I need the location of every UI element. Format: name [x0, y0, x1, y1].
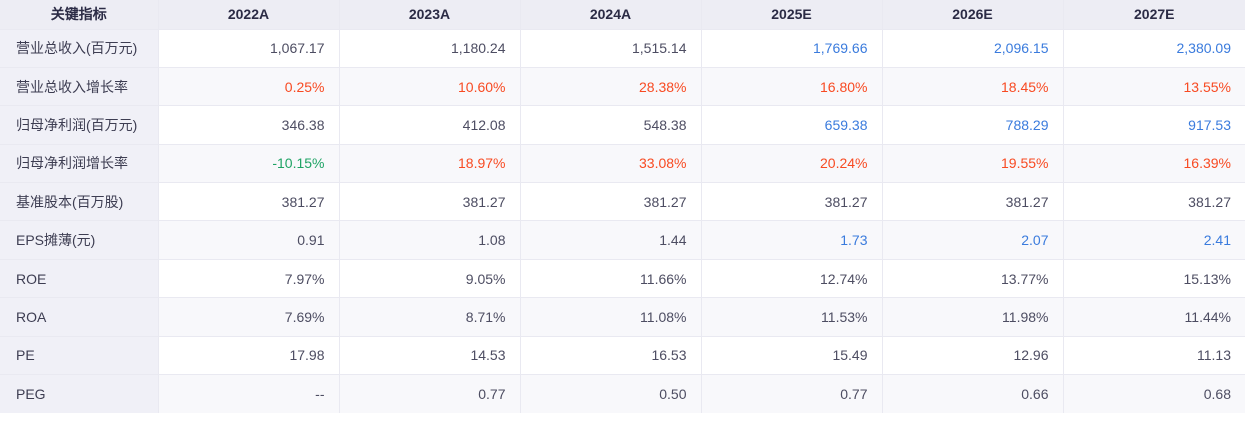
value-cell: 20.24% [700, 143, 883, 184]
value-cell: 16.53 [519, 335, 702, 376]
table-row: ROE 7.97% 9.05% 11.66% 12.74% 13.77% 15.13% [0, 258, 1245, 299]
table-row: 归母净利润增长率 -10.15% 18.97% 33.08% 20.24% 19.55% 1… [0, 143, 1245, 184]
value-cell: 9.05% [338, 258, 521, 299]
value-cell: 14.53 [338, 335, 521, 376]
value-cell: 1,769.66 [700, 28, 883, 68]
row-label: 营业总收入(百万元) [0, 28, 159, 68]
row-label: EPS摊薄(元) [0, 220, 159, 260]
value-cell: 33.08% [519, 143, 702, 184]
value-cell: 11.98% [881, 297, 1064, 337]
table-header: 关键指标 2022A 2023A 2024A 2025E 2026E 2027E [0, 0, 1245, 30]
table-row: PE 17.98 14.53 16.53 15.49 12.96 11.13 [0, 335, 1245, 376]
row-label: PEG [0, 374, 159, 413]
column-header-2027e: 2027E [1062, 0, 1245, 30]
column-header-indicator: 关键指标 [0, 0, 159, 30]
value-cell: 659.38 [700, 105, 883, 145]
value-cell: 17.98 [157, 335, 340, 376]
value-cell: 1.08 [338, 220, 521, 260]
value-cell: 381.27 [1062, 182, 1245, 222]
value-cell: 0.50 [519, 374, 702, 413]
value-cell: 381.27 [519, 182, 702, 222]
value-cell: 548.38 [519, 105, 702, 145]
value-cell: 11.13 [1062, 335, 1245, 376]
column-header-2024a: 2024A [519, 0, 702, 30]
value-cell: 28.38% [519, 66, 702, 107]
table-row: ROA 7.69% 8.71% 11.08% 11.53% 11.98% 11.44% [0, 297, 1245, 337]
value-cell: 2,096.15 [881, 28, 1064, 68]
table-row: EPS摊薄(元) 0.91 1.08 1.44 1.73 2.07 2.41 [0, 220, 1245, 260]
value-cell: 381.27 [338, 182, 521, 222]
row-label: 基准股本(百万股) [0, 182, 159, 222]
value-cell: 2.41 [1062, 220, 1245, 260]
table-row: PEG -- 0.77 0.50 0.77 0.66 0.68 [0, 374, 1245, 413]
table-row: 归母净利润(百万元) 346.38 412.08 548.38 659.38 788.29… [0, 105, 1245, 145]
row-label: 营业总收入增长率 [0, 66, 159, 107]
table-row: 营业总收入增长率 0.25% 10.60% 28.38% 16.80% 18.45% 13.… [0, 66, 1245, 107]
value-cell: 1,067.17 [157, 28, 340, 68]
value-cell: 11.66% [519, 258, 702, 299]
value-cell: 2.07 [881, 220, 1064, 260]
value-cell: 917.53 [1062, 105, 1245, 145]
value-cell: 8.71% [338, 297, 521, 337]
value-cell: -- [157, 374, 340, 413]
value-cell: 13.55% [1062, 66, 1245, 107]
value-cell: 7.69% [157, 297, 340, 337]
value-cell: 0.66 [881, 374, 1064, 413]
row-label: 归母净利润增长率 [0, 143, 159, 184]
column-header-2025e: 2025E [700, 0, 883, 30]
value-cell: 412.08 [338, 105, 521, 145]
value-cell: 381.27 [881, 182, 1064, 222]
column-header-2023a: 2023A [338, 0, 521, 30]
value-cell: 0.68 [1062, 374, 1245, 413]
value-cell: 1,515.14 [519, 28, 702, 68]
value-cell: 13.77% [881, 258, 1064, 299]
value-cell: 381.27 [700, 182, 883, 222]
table-header-row: 关键指标 2022A 2023A 2024A 2025E 2026E 2027E [0, 0, 1245, 30]
row-label: 归母净利润(百万元) [0, 105, 159, 145]
value-cell: 19.55% [881, 143, 1064, 184]
value-cell: 381.27 [157, 182, 340, 222]
value-cell: 15.49 [700, 335, 883, 376]
value-cell: 0.77 [338, 374, 521, 413]
value-cell: -10.15% [157, 143, 340, 184]
value-cell: 18.97% [338, 143, 521, 184]
value-cell: 18.45% [881, 66, 1064, 107]
value-cell: 12.96 [881, 335, 1064, 376]
value-cell: 0.77 [700, 374, 883, 413]
value-cell: 12.74% [700, 258, 883, 299]
value-cell: 1.73 [700, 220, 883, 260]
value-cell: 1,180.24 [338, 28, 521, 68]
value-cell: 0.25% [157, 66, 340, 107]
table-body: 营业总收入(百万元) 1,067.17 1,180.24 1,515.14 1,769.… [0, 28, 1245, 413]
value-cell: 11.44% [1062, 297, 1245, 337]
table-row: 营业总收入(百万元) 1,067.17 1,180.24 1,515.14 1,769.… [0, 28, 1245, 68]
value-cell: 788.29 [881, 105, 1064, 145]
value-cell: 346.38 [157, 105, 340, 145]
key-indicators-table: 关键指标 2022A 2023A 2024A 2025E 2026E 2027E 营业总收… [0, 0, 1245, 413]
value-cell: 0.91 [157, 220, 340, 260]
value-cell: 11.53% [700, 297, 883, 337]
column-header-2026e: 2026E [881, 0, 1064, 30]
column-header-2022a: 2022A [157, 0, 340, 30]
value-cell: 10.60% [338, 66, 521, 107]
row-label: ROE [0, 258, 159, 299]
row-label: ROA [0, 297, 159, 337]
table-row: 基准股本(百万股) 381.27 381.27 381.27 381.27 381.27 3… [0, 182, 1245, 222]
value-cell: 15.13% [1062, 258, 1245, 299]
value-cell: 7.97% [157, 258, 340, 299]
value-cell: 16.80% [700, 66, 883, 107]
value-cell: 1.44 [519, 220, 702, 260]
value-cell: 16.39% [1062, 143, 1245, 184]
value-cell: 11.08% [519, 297, 702, 337]
value-cell: 2,380.09 [1062, 28, 1245, 68]
row-label: PE [0, 335, 159, 376]
